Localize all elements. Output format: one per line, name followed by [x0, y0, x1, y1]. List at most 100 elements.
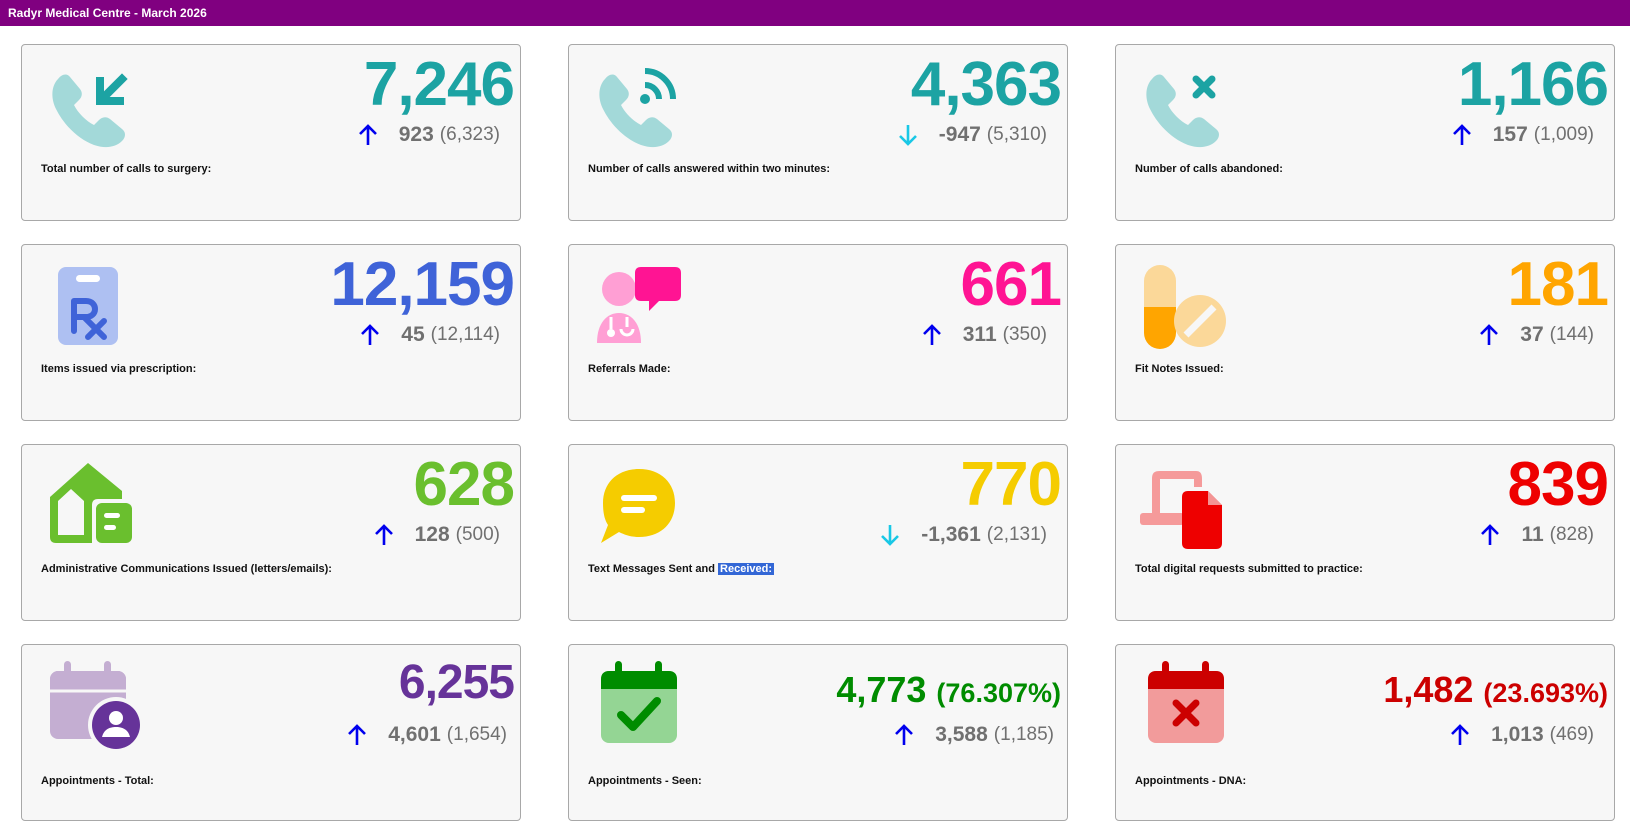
message-bubble-icon [591, 457, 687, 553]
arrow-up-icon [1479, 523, 1501, 547]
kpi-label: Administrative Communications Issued (le… [41, 563, 332, 575]
kpi-card-appointments-seen: 4,773 (76.307%) 3,588 (1,185) Appointmen… [568, 644, 1068, 821]
kpi-change: 923 (6,323) [357, 123, 500, 147]
house-document-icon [44, 457, 140, 553]
kpi-label: Number of calls abandoned: [1135, 163, 1283, 175]
prescription-icon [44, 257, 140, 353]
kpi-value: 181 [1507, 250, 1609, 319]
kpi-change: 37 (144) [1478, 323, 1594, 347]
calendar-check-icon [591, 657, 687, 753]
kpi-delta: -947 [938, 123, 981, 146]
kpi-previous: (1,009) [1533, 124, 1594, 145]
kpi-value: 661 [960, 250, 1062, 319]
kpi-card-digital-requests: 839 11 (828) Total digital requests subm… [1115, 444, 1615, 621]
kpi-value: 12,159 [330, 250, 515, 319]
arrow-up-icon [357, 123, 379, 147]
arrow-up-icon [346, 723, 368, 747]
kpi-change: 4,601 (1,654) [346, 723, 507, 747]
arrow-down-icon [897, 123, 919, 147]
kpi-previous: (144) [1549, 324, 1594, 345]
kpi-label: Text Messages Sent and Received: [588, 563, 774, 575]
kpi-value: 4,363 [910, 50, 1062, 119]
kpi-change: 45 (12,114) [359, 323, 500, 347]
kpi-change: 128 (500) [373, 523, 500, 547]
kpi-previous: (1,654) [446, 724, 507, 745]
kpi-label-text: Text Messages Sent and [588, 563, 719, 575]
kpi-value-number: 1,482 [1383, 669, 1474, 710]
kpi-card-text-messages: 770 -1,361 (2,131) Text Messages Sent an… [568, 444, 1068, 621]
kpi-label: Total number of calls to surgery: [41, 163, 212, 175]
kpi-value: 4,773 (76.307%) [836, 665, 1061, 718]
pills-icon [1138, 257, 1234, 353]
kpi-previous: (350) [1002, 324, 1047, 345]
kpi-change: 1,013 (469) [1449, 723, 1594, 747]
kpi-delta: 11 [1521, 523, 1544, 546]
kpi-delta: 4,601 [388, 723, 441, 746]
kpi-label: Appointments - Total: [41, 775, 154, 787]
kpi-delta: 3,588 [935, 723, 988, 746]
device-document-icon [1138, 457, 1234, 553]
kpi-label: Referrals Made: [588, 363, 671, 375]
arrow-up-icon [921, 323, 943, 347]
kpi-value: 839 [1507, 450, 1609, 519]
kpi-label: Total digital requests submitted to prac… [1135, 563, 1363, 575]
calendar-cross-icon [1138, 657, 1234, 753]
call-abandoned-icon [1138, 57, 1234, 153]
kpi-value: 7,246 [363, 50, 515, 119]
kpi-label: Appointments - DNA: [1135, 775, 1247, 787]
arrow-up-icon [1451, 123, 1473, 147]
kpi-previous: (12,114) [430, 324, 500, 345]
kpi-previous: (5,310) [986, 124, 1047, 145]
kpi-value: 6,255 [398, 656, 515, 709]
kpi-card-calls-answered: 4,363 -947 (5,310) Number of calls answe… [568, 44, 1068, 221]
kpi-label: Fit Notes Issued: [1135, 363, 1224, 375]
kpi-value-percent: (76.307%) [936, 678, 1061, 708]
kpi-delta: 923 [398, 123, 434, 146]
kpi-previous: (2,131) [986, 524, 1047, 545]
arrow-up-icon [359, 323, 381, 347]
kpi-change: 157 (1,009) [1451, 123, 1594, 147]
calendar-user-icon [44, 657, 140, 753]
kpi-card-calls-abandoned: 1,166 157 (1,009) Number of calls abando… [1115, 44, 1615, 221]
kpi-label: Appointments - Seen: [588, 775, 702, 787]
kpi-previous: (828) [1549, 524, 1594, 545]
kpi-card-fit-notes: 181 37 (144) Fit Notes Issued: [1115, 244, 1615, 421]
kpi-value-percent: (23.693%) [1483, 678, 1608, 708]
kpi-change: 11 (828) [1479, 523, 1594, 547]
kpi-card-appointments-dna: 1,482 (23.693%) 1,013 (469) Appointments… [1115, 644, 1615, 821]
kpi-value: 628 [413, 450, 515, 519]
arrow-up-icon [373, 523, 395, 547]
kpi-value: 1,482 (23.693%) [1383, 665, 1608, 718]
selected-text[interactable]: Received: [718, 563, 774, 575]
kpi-delta: 45 [401, 323, 425, 346]
arrow-up-icon [1478, 323, 1500, 347]
kpi-delta: 37 [1520, 323, 1544, 346]
arrow-down-icon [879, 523, 901, 547]
kpi-delta: 1,013 [1491, 723, 1544, 746]
kpi-card-total-calls: 7,246 923 (6,323) Total number of calls … [21, 44, 521, 221]
kpi-delta: 157 [1492, 123, 1528, 146]
kpi-change: -1,361 (2,131) [879, 523, 1047, 547]
kpi-previous: (1,185) [993, 724, 1054, 745]
kpi-value: 1,166 [1457, 50, 1609, 119]
kpi-change: 3,588 (1,185) [893, 723, 1054, 747]
kpi-label: Items issued via prescription: [41, 363, 197, 375]
kpi-card-appointments-total: 6,255 4,601 (1,654) Appointments - Total… [21, 644, 521, 821]
kpi-delta: 128 [414, 523, 450, 546]
doctor-chat-icon [591, 257, 687, 353]
kpi-grid: 7,246 923 (6,323) Total number of calls … [21, 44, 1615, 821]
kpi-card-prescriptions: 12,159 45 (12,114) Items issued via pres… [21, 244, 521, 421]
kpi-previous: (500) [455, 524, 500, 545]
incoming-call-icon [44, 57, 140, 153]
kpi-card-referrals: 661 311 (350) Referrals Made: [568, 244, 1068, 421]
kpi-delta: 311 [962, 323, 997, 346]
arrow-up-icon [893, 723, 915, 747]
kpi-card-admin-comms: 628 128 (500) Administrative Communicati… [21, 444, 521, 621]
kpi-value-number: 4,773 [836, 669, 927, 710]
kpi-label: Number of calls answered within two minu… [588, 163, 831, 175]
arrow-up-icon [1449, 723, 1471, 747]
kpi-value: 770 [960, 450, 1062, 519]
call-answered-icon [591, 57, 687, 153]
kpi-previous: (6,323) [439, 124, 500, 145]
kpi-delta: -1,361 [921, 523, 981, 546]
